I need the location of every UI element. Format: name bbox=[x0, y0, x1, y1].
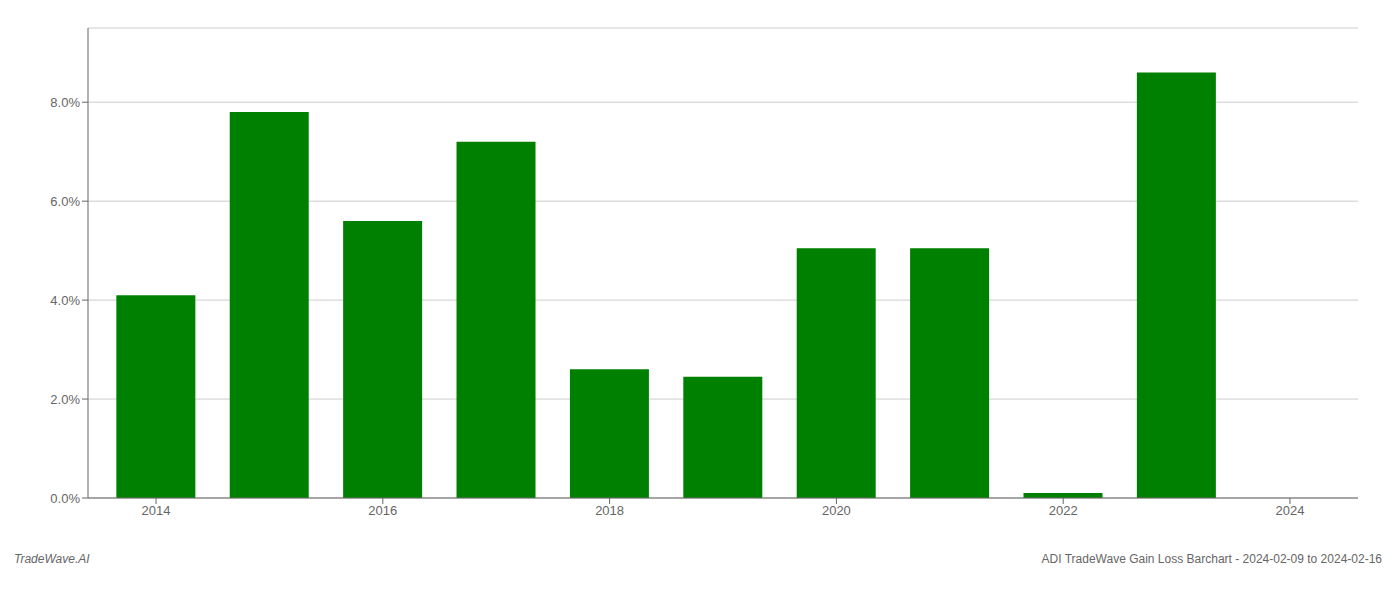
svg-text:2018: 2018 bbox=[595, 503, 624, 518]
svg-text:2024: 2024 bbox=[1276, 503, 1305, 518]
svg-text:8.0%: 8.0% bbox=[50, 95, 80, 110]
html-text:TradeWave.AI: TradeWave.AI bbox=[14, 552, 90, 566]
svg-text:2014: 2014 bbox=[142, 503, 171, 518]
svg-text:6.0%: 6.0% bbox=[50, 194, 80, 209]
svg-text:2.0%: 2.0% bbox=[50, 392, 80, 407]
svg-text:4.0%: 4.0% bbox=[50, 293, 80, 308]
svg-text:0.0%: 0.0% bbox=[50, 491, 80, 506]
svg-text:2016: 2016 bbox=[368, 503, 397, 518]
html-text:ADI TradeWave Gain Loss Barcha: ADI TradeWave Gain Loss Barchart - 2024-… bbox=[1041, 552, 1382, 566]
svg-text:2022: 2022 bbox=[1049, 503, 1078, 518]
svg-text:2020: 2020 bbox=[822, 503, 851, 518]
